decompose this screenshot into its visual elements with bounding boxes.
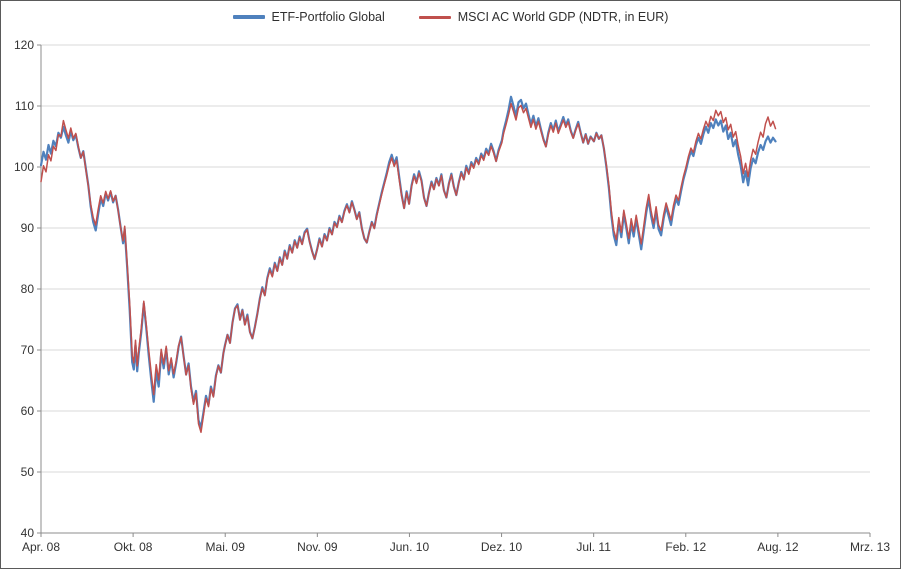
legend-item-etf-portfolio: ETF-Portfolio Global <box>232 10 385 24</box>
x-axis-label-5: Dez. 10 <box>481 540 523 554</box>
y-axis-label-120: 120 <box>14 38 34 52</box>
x-axis-label-6: Jul. 11 <box>576 540 611 554</box>
y-axis-label-110: 110 <box>15 99 34 113</box>
y-axis-label-40: 40 <box>21 526 35 540</box>
y-axis-label-60: 60 <box>21 404 35 418</box>
chart-legend: ETF-Portfolio Global MSCI AC World GDP (… <box>1 10 900 24</box>
legend-label: MSCI AC World GDP (NDTR, in EUR) <box>457 10 669 24</box>
x-axis-label-7: Feb. 12 <box>665 540 706 554</box>
x-axis-label-2: Mai. 09 <box>206 540 246 554</box>
legend-line-sample-blue <box>232 15 265 19</box>
y-axis-label-50: 50 <box>21 465 35 479</box>
legend-label: ETF-Portfolio Global <box>271 10 385 24</box>
y-axis-label-80: 80 <box>21 282 35 296</box>
series-line-msci-world <box>40 102 777 434</box>
y-axis-label-70: 70 <box>21 343 35 357</box>
x-axis-label-1: Okt. 08 <box>114 540 153 554</box>
x-axis-label-4: Jun. 10 <box>390 540 430 554</box>
legend-item-msci-world: MSCI AC World GDP (NDTR, in EUR) <box>418 10 669 24</box>
x-axis-label-3: Nov. 09 <box>297 540 338 554</box>
legend-line-sample-red <box>418 15 451 19</box>
y-axis-label-100: 100 <box>14 160 34 174</box>
y-axis-label-90: 90 <box>21 221 35 235</box>
x-axis-label-8: Aug. 12 <box>757 540 799 554</box>
x-axis-label-0: Apr. 08 <box>22 540 60 554</box>
x-axis-label-9: Mrz. 13 <box>850 540 890 554</box>
